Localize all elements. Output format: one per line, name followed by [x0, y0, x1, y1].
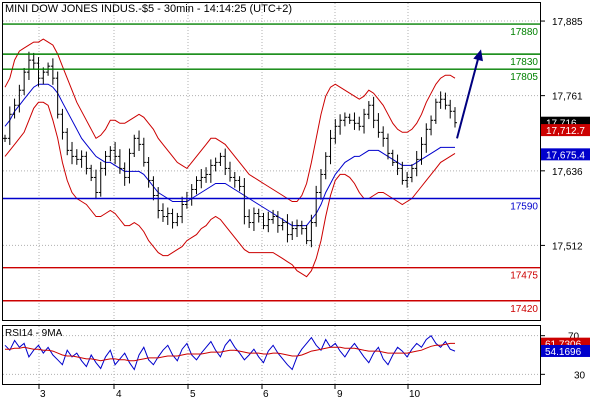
rsi-lines-layer	[4, 334, 456, 371]
svg-text:17,712.7: 17,712.7	[546, 126, 585, 137]
price-bars	[3, 51, 457, 248]
rsi-ma-value-tag: 54.1696	[541, 344, 590, 358]
day-label: 10	[409, 389, 421, 400]
moving-average-tag: 17,675.4	[541, 148, 590, 161]
svg-text:17,675.4: 17,675.4	[546, 150, 585, 161]
x-axis: 3 4 5 6 9 10	[38, 385, 421, 400]
price-tick-label: 17,761	[552, 92, 583, 103]
moving-average-layer	[4, 83, 455, 227]
support-resistance-lines	[3, 23, 540, 302]
price-panel-frame	[2, 2, 541, 321]
rsi-grid	[3, 326, 545, 384]
day-label: 6	[263, 389, 269, 400]
rsi-title: RSI14 - 9MA	[5, 328, 63, 339]
bollinger-upper-line	[4, 38, 456, 202]
bollinger-bands	[4, 38, 456, 278]
forecast-arrow-layer	[456, 49, 483, 139]
pivot-label: 17590	[510, 201, 538, 212]
upper-band-tag: 17,712.7	[541, 124, 590, 137]
resistance-label-17880: 17880	[510, 27, 538, 38]
price-tick-label: 17,636	[552, 167, 583, 178]
chart-title: MINI DOW JONES INDUS.-$5 - 30min - 14:14…	[5, 3, 292, 15]
price-tick-marks	[540, 20, 545, 246]
day-label: 5	[190, 389, 196, 400]
price-tick-label: 17,512	[552, 241, 583, 252]
forecast-arrow-head	[473, 49, 483, 62]
moving-average-line	[4, 83, 455, 227]
resistance-label-17830: 17830	[510, 57, 538, 68]
rsi-panel-frame	[2, 325, 541, 385]
resistance-label-17805: 17805	[510, 72, 538, 83]
svg-text:54.1696: 54.1696	[545, 347, 582, 358]
support-label-17475: 17475	[510, 271, 538, 282]
day-label: 9	[337, 389, 343, 400]
day-label: 3	[40, 389, 46, 400]
day-label: 4	[116, 389, 122, 400]
forecast-arrow-shaft	[456, 55, 480, 139]
rsi-tick-label: 30	[574, 370, 586, 381]
rsi-tick-label: 70	[568, 332, 580, 343]
rsi-ma-line	[5, 342, 455, 362]
support-label-17420: 17420	[510, 304, 538, 315]
bollinger-lower-line	[4, 101, 456, 278]
price-tick-label: 17,885	[552, 17, 583, 28]
